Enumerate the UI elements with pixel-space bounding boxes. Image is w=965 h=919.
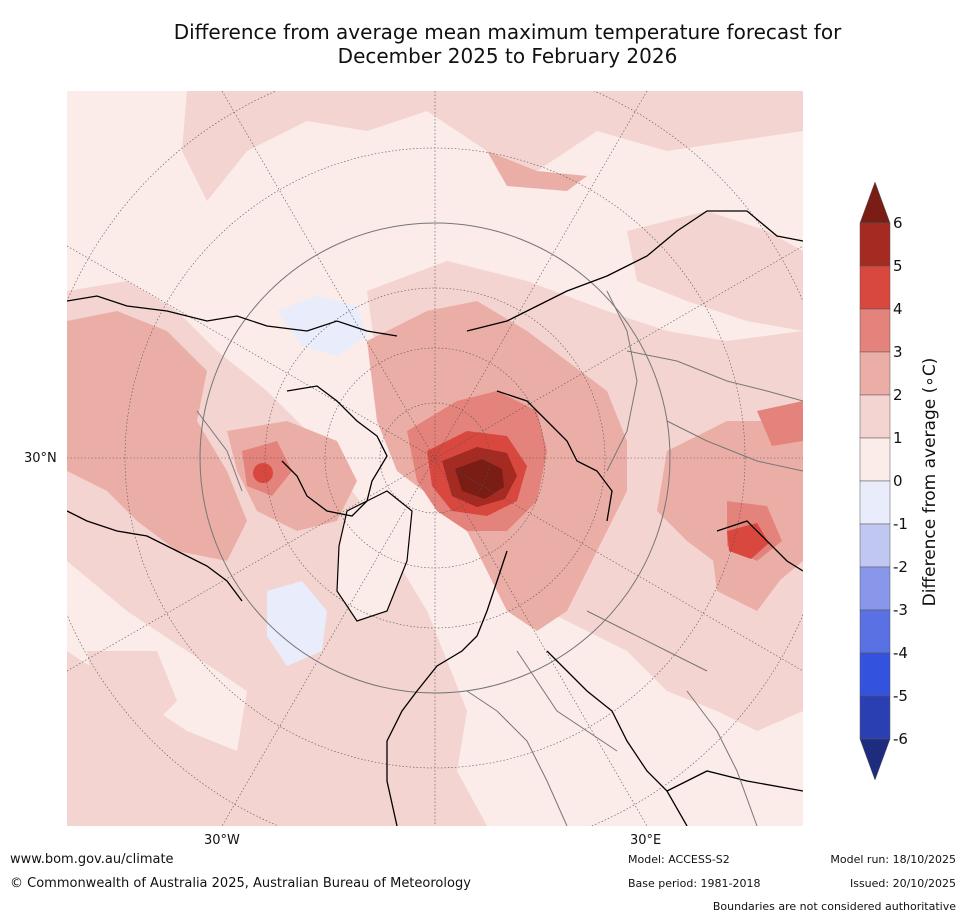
anomaly-above-6-regions bbox=[455, 459, 504, 499]
colorbar-tick-label: -5 bbox=[893, 687, 908, 705]
colorbar-tick-label: 2 bbox=[893, 386, 903, 404]
colorbar-bin bbox=[859, 308, 891, 353]
lon-label-30e: 30°E bbox=[630, 833, 662, 848]
colorbar-tick-label: -2 bbox=[893, 558, 908, 576]
colorbar-bin bbox=[859, 523, 891, 568]
colorbar-bin bbox=[859, 652, 891, 697]
colorbar-bin bbox=[859, 609, 891, 654]
latitude-30n-circle bbox=[199, 222, 671, 694]
map-canvas bbox=[67, 91, 803, 826]
lat-label-30n: 30°N bbox=[24, 451, 57, 466]
colorbar-tick-label: 0 bbox=[893, 472, 903, 490]
colorbar-bin bbox=[859, 695, 891, 740]
footer-copyright: © Commonwealth of Australia 2025, Austra… bbox=[10, 876, 471, 891]
colorbar-bin bbox=[859, 351, 891, 396]
colorbar-bin bbox=[859, 566, 891, 611]
colorbar-bins bbox=[859, 181, 891, 781]
colorbar bbox=[859, 181, 891, 781]
chart-title: Difference from average mean maximum tem… bbox=[60, 20, 955, 68]
national-boundaries bbox=[196, 290, 803, 826]
colorbar-bin bbox=[859, 222, 891, 267]
colorbar-tick-label: 1 bbox=[893, 429, 903, 447]
colorbar-title: Difference from average (∘C) bbox=[920, 357, 940, 607]
footer-issued: Issued: 20/10/2025 bbox=[849, 877, 956, 890]
colorbar-tick-label: -4 bbox=[893, 644, 908, 662]
colorbar-tick-label: 3 bbox=[893, 343, 903, 361]
title-line-1: Difference from average mean maximum tem… bbox=[173, 20, 842, 44]
lon-label-30w: 30°W bbox=[204, 833, 240, 848]
colorbar-tick-label: 4 bbox=[893, 300, 903, 318]
colorbar-tick-label: -3 bbox=[893, 601, 908, 619]
colorbar-tick-label: 6 bbox=[893, 214, 903, 232]
footer-url[interactable]: www.bom.gov.au/climate bbox=[10, 852, 174, 867]
coastlines bbox=[67, 210, 803, 826]
colorbar-tick-label: -6 bbox=[893, 730, 908, 748]
footer-model: Model: ACCESS-S2 bbox=[628, 853, 730, 866]
colorbar-bin bbox=[859, 181, 891, 224]
colorbar-tick-label: 5 bbox=[893, 257, 903, 275]
colorbar-bin bbox=[859, 437, 891, 482]
colorbar-bin bbox=[859, 265, 891, 310]
colorbar-tick-label: -1 bbox=[893, 515, 908, 533]
polar-map bbox=[67, 91, 803, 826]
footer-boundaries-note: Boundaries are not considered authoritat… bbox=[712, 900, 956, 913]
title-line-2: December 2025 to February 2026 bbox=[337, 44, 678, 68]
colorbar-bin bbox=[859, 738, 891, 781]
footer-model-run: Model run: 18/10/2025 bbox=[830, 853, 956, 866]
greenland-outline bbox=[336, 490, 413, 622]
footer-base-period: Base period: 1981-2018 bbox=[628, 877, 761, 890]
colorbar-bin bbox=[859, 480, 891, 525]
colorbar-bin bbox=[859, 394, 891, 439]
